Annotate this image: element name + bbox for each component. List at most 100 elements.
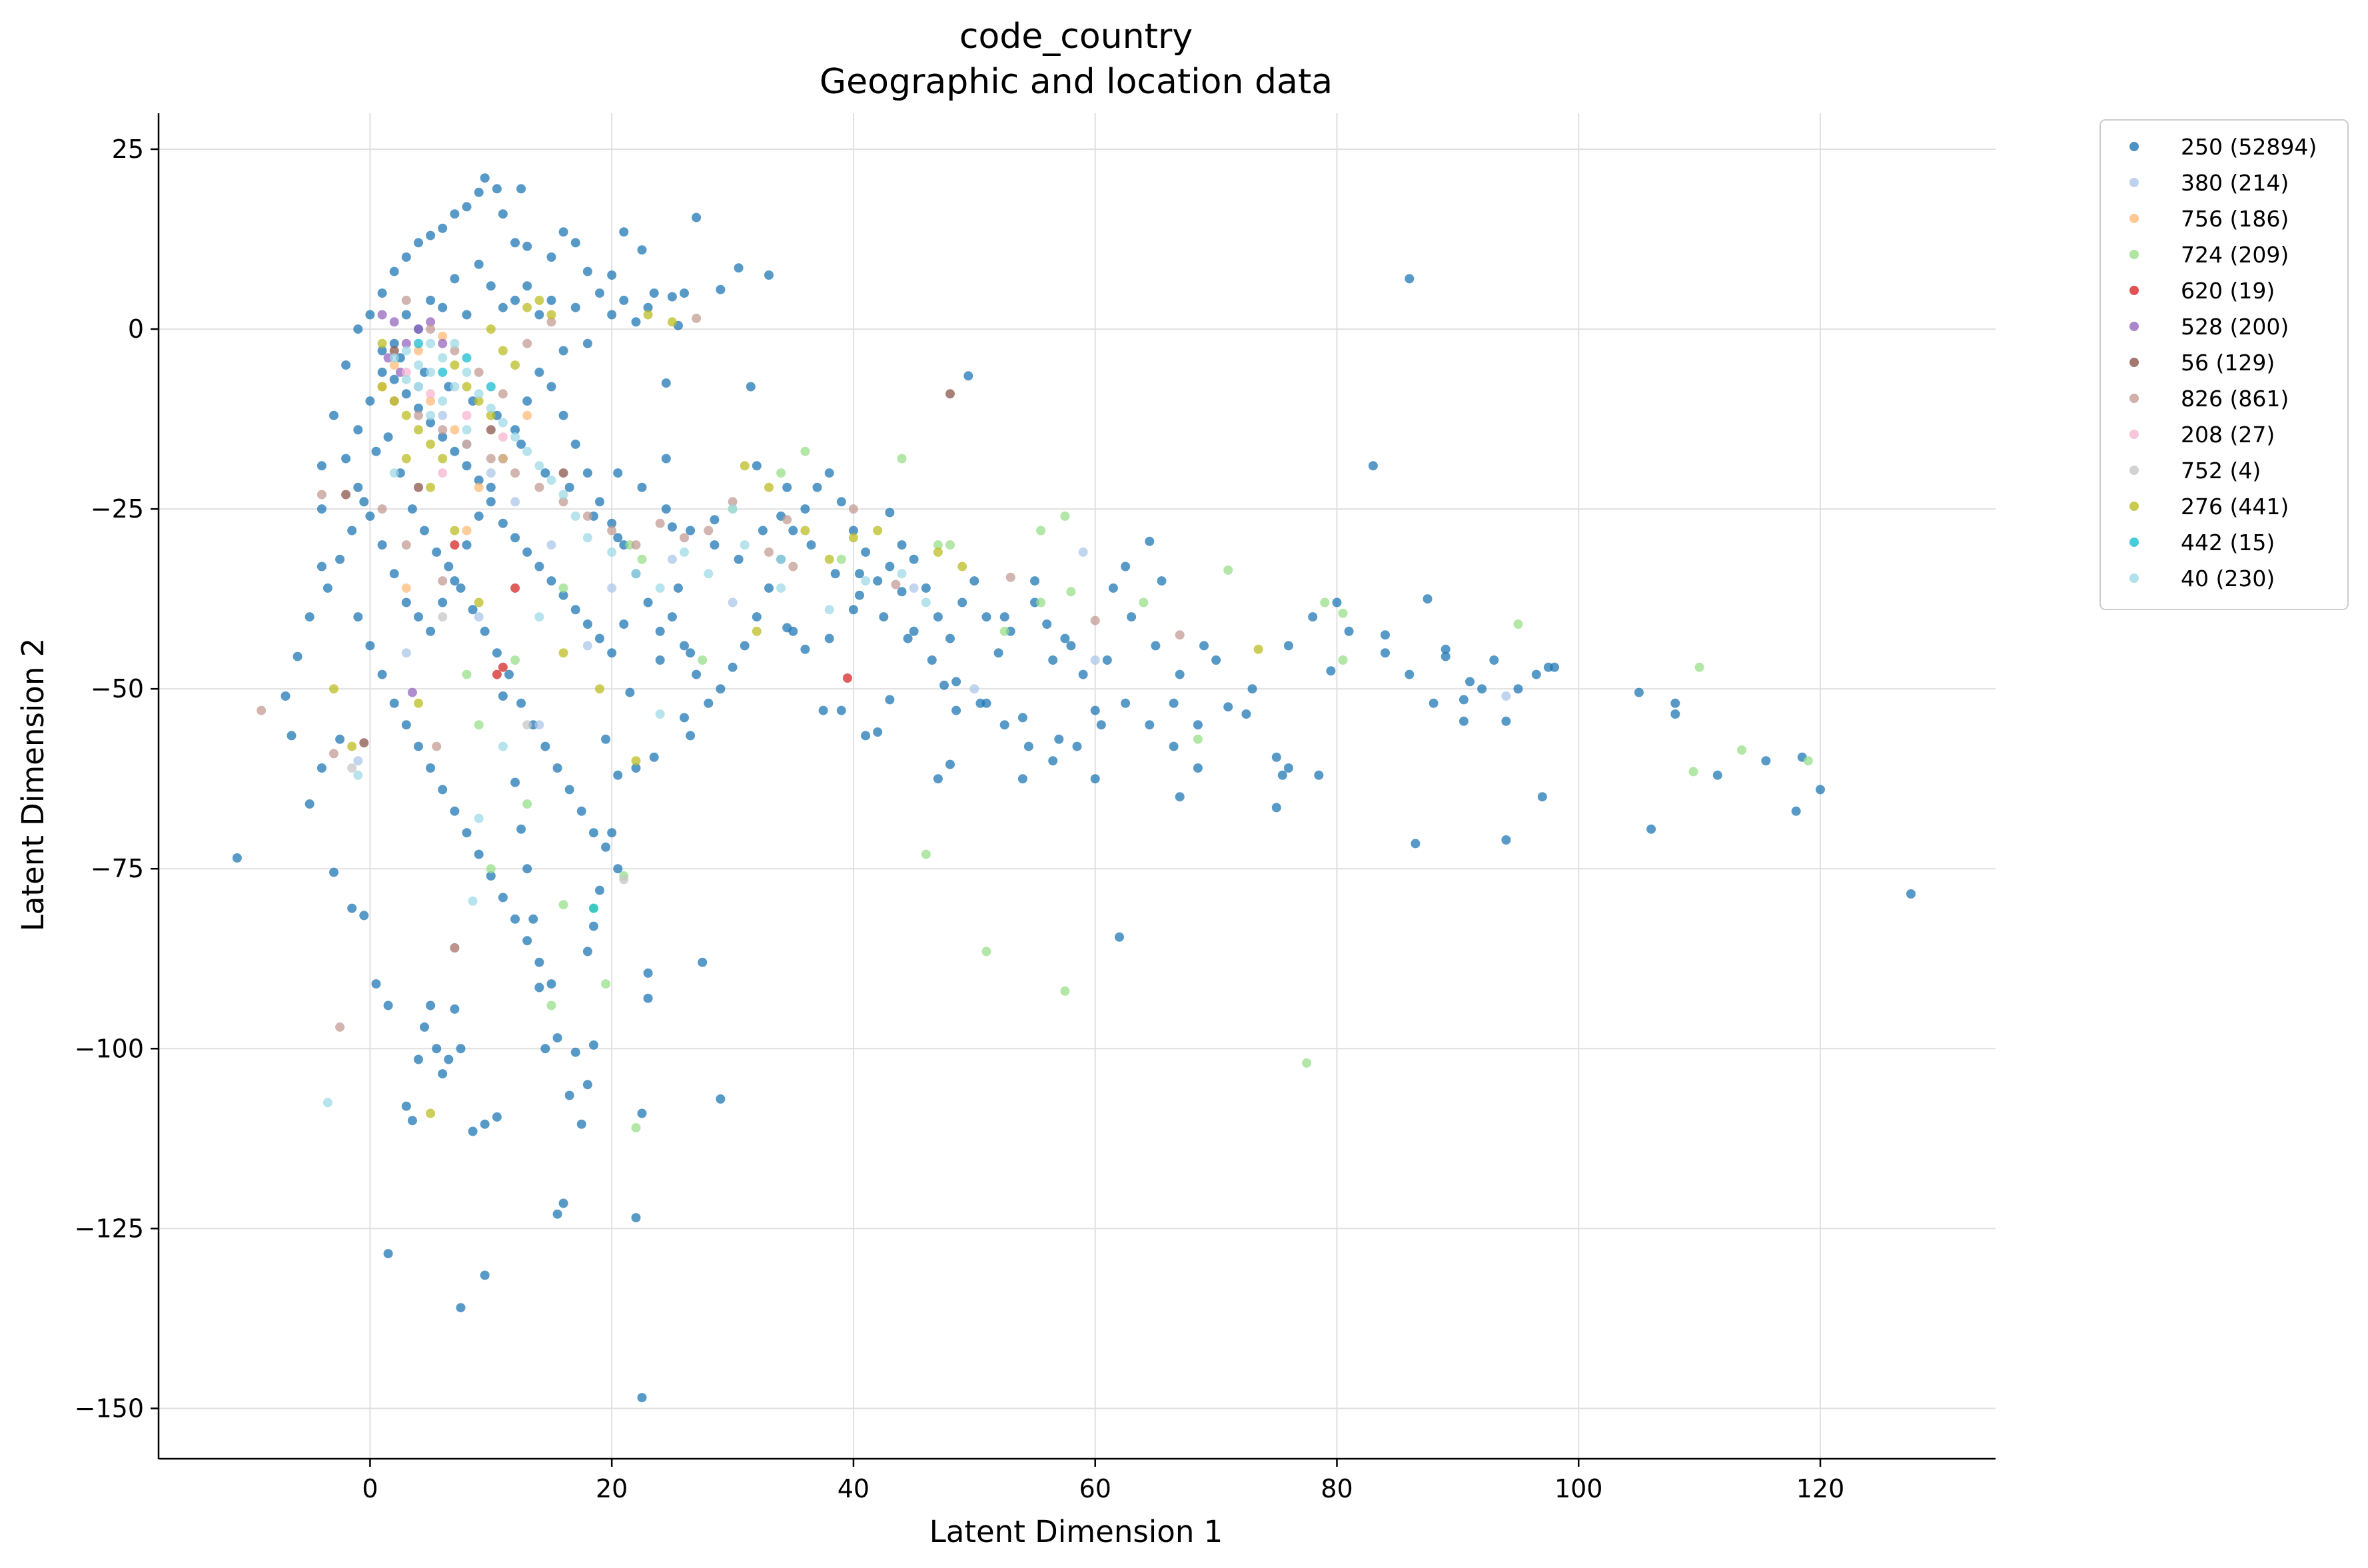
data-point (740, 461, 750, 471)
data-point (322, 1098, 332, 1108)
data-point (1283, 641, 1293, 651)
data-point (637, 245, 647, 255)
legend-frame (2099, 119, 2349, 610)
data-point (933, 612, 943, 622)
data-point (595, 633, 604, 643)
data-point (468, 896, 478, 906)
data-point (389, 468, 399, 478)
y-tick-label: 0 (128, 314, 144, 344)
data-point (1078, 547, 1088, 557)
data-point (728, 497, 738, 507)
data-point (1712, 770, 1722, 780)
data-point (474, 259, 484, 269)
data-point (680, 533, 689, 543)
data-point (389, 317, 399, 327)
data-point (692, 669, 702, 679)
data-point (534, 482, 544, 492)
data-point (1090, 705, 1100, 715)
data-point (498, 741, 508, 751)
data-point (377, 367, 387, 377)
data-point (1145, 536, 1155, 546)
data-point (1634, 687, 1644, 697)
data-point (1761, 756, 1771, 766)
data-point (855, 590, 864, 600)
x-axis-label: Latent Dimension 1 (929, 1514, 1223, 1549)
data-point (389, 396, 399, 406)
data-point (570, 238, 580, 248)
data-point (643, 993, 653, 1003)
data-point (438, 353, 448, 363)
data-point (401, 346, 411, 356)
data-point (661, 454, 671, 464)
data-point (969, 684, 979, 694)
data-point (927, 655, 937, 665)
legend-entry-label: 40 (230) (2181, 566, 2275, 591)
data-point (558, 648, 568, 658)
data-point (498, 454, 508, 464)
data-point (383, 1000, 393, 1010)
data-point (1646, 824, 1656, 834)
data-point (462, 310, 472, 320)
data-point (426, 367, 436, 377)
data-point (546, 1000, 556, 1010)
data-point (1199, 641, 1209, 651)
data-point (1060, 511, 1070, 521)
data-point (414, 482, 423, 492)
data-point (474, 597, 484, 607)
data-point (462, 382, 472, 392)
data-point (570, 605, 580, 615)
data-point (1670, 709, 1680, 719)
data-point (401, 374, 411, 384)
legend-entry-label: 620 (19) (2181, 278, 2275, 304)
data-point (1501, 691, 1511, 701)
data-point (595, 497, 604, 507)
data-point (462, 425, 472, 435)
data-point (1344, 626, 1354, 636)
data-point (522, 302, 532, 312)
data-point (359, 738, 369, 748)
y-tick-label: −50 (91, 674, 144, 703)
data-point (836, 497, 846, 507)
scatter-points (232, 173, 1916, 1403)
y-tick-label: −75 (91, 854, 144, 883)
data-point (558, 1198, 568, 1208)
data-point (806, 540, 816, 550)
data-point (1090, 774, 1100, 784)
data-point (1078, 669, 1088, 679)
axes (157, 113, 1996, 1460)
data-point (1405, 274, 1415, 284)
data-point (232, 853, 242, 863)
data-point (800, 446, 810, 456)
data-point (558, 583, 568, 593)
data-point (861, 731, 871, 741)
legend-entry-label: 826 (861) (2181, 386, 2289, 412)
data-point (951, 677, 961, 687)
data-point (1283, 763, 1293, 773)
data-point (848, 605, 858, 615)
data-point (1151, 641, 1161, 651)
data-point (1477, 684, 1487, 694)
y-tick-label: −25 (91, 494, 144, 524)
data-point (716, 284, 726, 294)
x-tick-label: 60 (1079, 1474, 1111, 1503)
data-point (1121, 562, 1131, 572)
data-point (824, 633, 834, 643)
data-point (498, 518, 508, 528)
data-point (304, 612, 314, 622)
data-point (474, 813, 484, 823)
data-point (855, 569, 864, 579)
data-point (897, 569, 907, 579)
data-point (450, 425, 460, 435)
legend-entry-label: 380 (214) (2181, 170, 2289, 196)
data-point (426, 410, 436, 420)
data-point (426, 324, 436, 334)
data-point (812, 482, 822, 492)
data-point (540, 468, 550, 478)
data-point (486, 403, 496, 413)
data-point (1121, 698, 1131, 708)
data-point (836, 554, 846, 564)
series-10-points (329, 295, 1263, 1118)
data-point (401, 338, 411, 348)
data-point (667, 612, 677, 622)
data-point (401, 648, 411, 658)
